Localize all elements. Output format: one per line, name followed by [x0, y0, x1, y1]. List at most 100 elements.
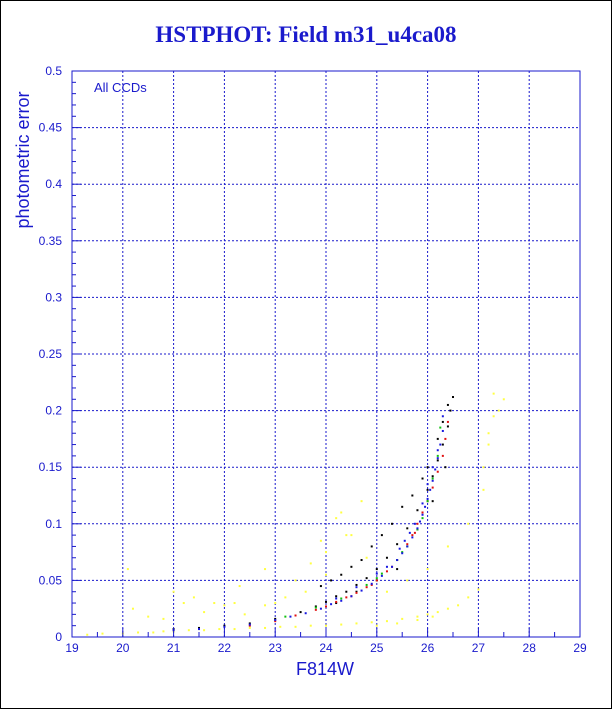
y-tick-label: 0	[55, 630, 62, 644]
data-point	[375, 572, 378, 575]
data-point	[492, 392, 495, 395]
data-point	[426, 483, 429, 486]
data-point	[233, 628, 236, 631]
data-point	[408, 531, 411, 534]
data-point	[187, 629, 190, 632]
data-point	[330, 579, 333, 582]
data-point	[365, 577, 368, 580]
data-point	[431, 479, 434, 482]
data-point	[264, 626, 267, 629]
y-tick-label: 0.45	[39, 121, 63, 135]
data-point	[431, 615, 434, 618]
data-point	[429, 488, 432, 491]
data-point	[487, 432, 490, 435]
data-point	[426, 500, 429, 503]
data-point	[340, 599, 343, 602]
data-point	[457, 604, 460, 607]
data-point	[314, 606, 317, 609]
data-point	[335, 600, 338, 603]
data-point	[396, 622, 399, 625]
data-point	[416, 615, 419, 618]
data-points	[86, 392, 505, 636]
data-point	[325, 573, 327, 576]
data-point	[411, 536, 414, 539]
data-point	[391, 522, 394, 525]
data-point	[223, 624, 226, 627]
data-point	[413, 522, 416, 525]
x-tick-label: 26	[421, 641, 435, 655]
data-point	[370, 582, 373, 585]
data-point	[482, 488, 485, 491]
data-point	[131, 607, 134, 610]
y-tick-label: 0.3	[45, 290, 62, 304]
data-point	[396, 559, 399, 562]
y-tick-label: 0.5	[45, 64, 62, 78]
data-point	[497, 409, 500, 412]
data-point	[355, 583, 358, 586]
data-point	[424, 505, 427, 508]
data-point	[482, 466, 485, 469]
data-point	[375, 577, 378, 580]
data-point	[309, 624, 312, 627]
data-point	[284, 615, 287, 618]
data-point	[345, 596, 348, 599]
data-point	[416, 527, 419, 530]
data-point	[441, 420, 444, 423]
data-point	[264, 568, 267, 571]
data-point	[477, 588, 480, 591]
data-point	[355, 591, 358, 594]
data-point	[101, 632, 104, 635]
data-point	[294, 625, 297, 628]
data-point	[360, 500, 363, 503]
data-point	[223, 625, 226, 628]
chart-title: HSTPHOT: Field m31_u4ca08	[155, 22, 457, 47]
y-tick-label: 0.4	[45, 177, 62, 191]
data-point	[335, 602, 338, 605]
data-point	[370, 621, 373, 624]
data-point	[218, 628, 221, 631]
data-point	[365, 586, 368, 589]
data-point	[436, 611, 439, 614]
data-point	[439, 443, 442, 446]
data-point	[401, 505, 404, 508]
data-point	[172, 590, 175, 593]
data-point	[446, 403, 449, 406]
data-point	[335, 595, 338, 598]
data-point	[309, 562, 312, 565]
data-point	[238, 585, 241, 588]
data-point	[421, 517, 424, 520]
data-point	[449, 409, 452, 412]
y-tick-label: 0.2	[45, 404, 62, 418]
data-point	[431, 475, 434, 478]
data-point	[398, 547, 401, 550]
data-point	[360, 559, 363, 562]
data-point	[436, 449, 439, 452]
data-point	[413, 531, 416, 534]
data-point	[434, 468, 437, 471]
data-point	[355, 622, 358, 625]
data-point	[385, 556, 388, 559]
x-tick-label: 25	[370, 641, 384, 655]
data-point	[152, 631, 155, 634]
data-point	[233, 602, 236, 605]
data-point	[274, 619, 277, 622]
data-point	[319, 539, 322, 542]
data-point	[182, 602, 185, 605]
data-point	[304, 612, 307, 615]
y-tick-label: 0.25	[39, 347, 63, 361]
data-point	[294, 614, 297, 617]
data-point	[319, 607, 322, 610]
x-tick-label: 20	[116, 641, 130, 655]
data-point	[446, 420, 449, 423]
data-point	[294, 579, 297, 582]
data-point	[147, 615, 150, 618]
data-point	[452, 396, 454, 399]
data-point	[467, 596, 470, 599]
data-point	[416, 522, 419, 525]
data-point	[314, 608, 317, 611]
data-point	[380, 534, 383, 537]
data-point	[436, 470, 439, 473]
data-point	[396, 568, 399, 571]
data-point	[350, 595, 353, 598]
data-point	[396, 543, 399, 546]
